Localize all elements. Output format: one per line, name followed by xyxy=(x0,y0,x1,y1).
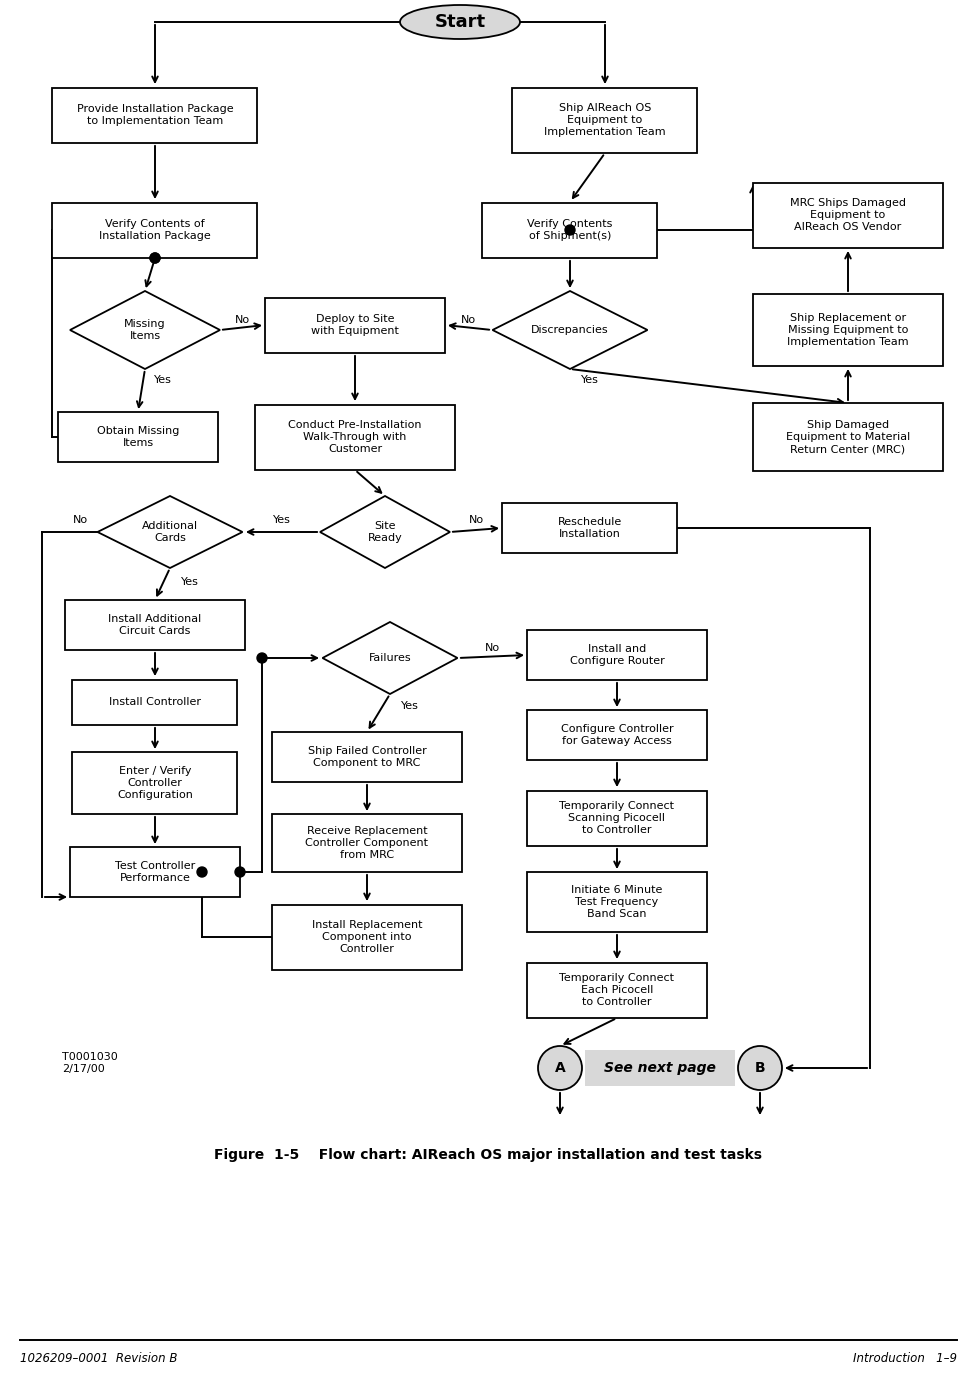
Circle shape xyxy=(235,867,245,876)
FancyBboxPatch shape xyxy=(753,403,943,472)
FancyBboxPatch shape xyxy=(53,88,258,142)
Text: Yes: Yes xyxy=(581,376,599,385)
Text: No: No xyxy=(234,314,250,325)
Text: Install Controller: Install Controller xyxy=(109,697,201,707)
FancyBboxPatch shape xyxy=(585,1050,735,1086)
Text: Initiate 6 Minute
Test Frequency
Band Scan: Initiate 6 Minute Test Frequency Band Sc… xyxy=(572,885,662,919)
Text: Verify Contents
of Shipment(s): Verify Contents of Shipment(s) xyxy=(528,218,613,241)
Text: Conduct Pre-Installation
Walk-Through with
Customer: Conduct Pre-Installation Walk-Through wi… xyxy=(288,420,422,455)
FancyBboxPatch shape xyxy=(483,203,658,257)
Text: No: No xyxy=(72,515,88,524)
Text: Ship AIReach OS
Equipment to
Implementation Team: Ship AIReach OS Equipment to Implementat… xyxy=(544,103,665,138)
Polygon shape xyxy=(492,291,648,369)
Text: Enter / Verify
Controller
Configuration: Enter / Verify Controller Configuration xyxy=(117,765,192,800)
Text: Temporarily Connect
Scanning Picocell
to Controller: Temporarily Connect Scanning Picocell to… xyxy=(560,801,674,836)
Text: Ship Failed Controller
Component to MRC: Ship Failed Controller Component to MRC xyxy=(308,746,426,768)
Text: A: A xyxy=(555,1061,566,1075)
Polygon shape xyxy=(320,497,450,568)
FancyBboxPatch shape xyxy=(72,679,237,725)
FancyBboxPatch shape xyxy=(513,88,698,153)
Circle shape xyxy=(565,225,575,235)
FancyBboxPatch shape xyxy=(272,814,462,872)
FancyBboxPatch shape xyxy=(527,630,707,680)
FancyBboxPatch shape xyxy=(527,963,707,1017)
FancyBboxPatch shape xyxy=(272,732,462,782)
Ellipse shape xyxy=(400,6,520,39)
Text: Discrepancies: Discrepancies xyxy=(531,325,609,335)
FancyBboxPatch shape xyxy=(527,872,707,932)
FancyBboxPatch shape xyxy=(753,294,943,366)
Polygon shape xyxy=(98,497,242,568)
FancyBboxPatch shape xyxy=(502,504,677,554)
Text: Test Controller
Performance: Test Controller Performance xyxy=(115,861,195,883)
Text: Yes: Yes xyxy=(181,577,199,587)
Text: Receive Replacement
Controller Component
from MRC: Receive Replacement Controller Component… xyxy=(306,826,429,861)
Circle shape xyxy=(150,253,160,263)
Polygon shape xyxy=(70,291,220,369)
Text: Site
Ready: Site Ready xyxy=(367,520,403,544)
Text: Figure  1-5    Flow chart: AIReach OS major installation and test tasks: Figure 1-5 Flow chart: AIReach OS major … xyxy=(214,1148,762,1161)
FancyBboxPatch shape xyxy=(65,600,245,650)
Text: Temporarily Connect
Each Picocell
to Controller: Temporarily Connect Each Picocell to Con… xyxy=(560,972,674,1007)
FancyBboxPatch shape xyxy=(527,709,707,759)
Text: Deploy to Site
with Equipment: Deploy to Site with Equipment xyxy=(311,314,399,337)
Text: Failures: Failures xyxy=(368,652,411,664)
Text: Install Replacement
Component into
Controller: Install Replacement Component into Contr… xyxy=(312,919,422,954)
FancyBboxPatch shape xyxy=(72,753,237,814)
FancyBboxPatch shape xyxy=(265,298,445,352)
FancyBboxPatch shape xyxy=(527,790,707,846)
Circle shape xyxy=(257,652,267,664)
Text: No: No xyxy=(485,643,500,652)
Text: Introduction   1–9: Introduction 1–9 xyxy=(853,1352,957,1365)
Circle shape xyxy=(738,1046,782,1091)
Text: T0001030
2/17/00: T0001030 2/17/00 xyxy=(62,1052,118,1074)
Text: Missing
Items: Missing Items xyxy=(124,319,166,341)
Text: Start: Start xyxy=(435,13,486,31)
FancyBboxPatch shape xyxy=(753,182,943,248)
Text: Reschedule
Installation: Reschedule Installation xyxy=(558,517,622,540)
Text: Install Additional
Circuit Cards: Install Additional Circuit Cards xyxy=(108,613,201,636)
Text: B: B xyxy=(754,1061,765,1075)
FancyBboxPatch shape xyxy=(255,405,455,470)
Polygon shape xyxy=(322,622,457,694)
Text: Obtain Missing
Items: Obtain Missing Items xyxy=(97,426,179,448)
Text: Verify Contents of
Installation Package: Verify Contents of Installation Package xyxy=(99,218,211,241)
FancyBboxPatch shape xyxy=(53,203,258,257)
Text: Ship Damaged
Equipment to Material
Return Center (MRC): Ship Damaged Equipment to Material Retur… xyxy=(786,420,911,455)
Circle shape xyxy=(538,1046,582,1091)
FancyBboxPatch shape xyxy=(70,847,240,897)
Circle shape xyxy=(197,867,207,876)
Text: Yes: Yes xyxy=(154,376,172,385)
Text: Yes: Yes xyxy=(402,701,419,711)
Circle shape xyxy=(150,253,160,263)
Text: See next page: See next page xyxy=(604,1061,716,1075)
FancyBboxPatch shape xyxy=(58,412,218,462)
Text: MRC Ships Damaged
Equipment to
AIReach OS Vendor: MRC Ships Damaged Equipment to AIReach O… xyxy=(790,198,906,232)
FancyBboxPatch shape xyxy=(272,904,462,970)
Text: Yes: Yes xyxy=(273,515,290,524)
Text: Provide Installation Package
to Implementation Team: Provide Installation Package to Implemen… xyxy=(76,104,234,127)
Text: Configure Controller
for Gateway Access: Configure Controller for Gateway Access xyxy=(561,723,673,746)
Text: 1026209–0001  Revision B: 1026209–0001 Revision B xyxy=(20,1352,178,1365)
Text: Ship Replacement or
Missing Equipment to
Implementation Team: Ship Replacement or Missing Equipment to… xyxy=(787,313,909,348)
Text: Install and
Configure Router: Install and Configure Router xyxy=(570,644,664,666)
Text: Additional
Cards: Additional Cards xyxy=(142,520,198,544)
Text: No: No xyxy=(468,515,484,524)
Text: No: No xyxy=(461,314,476,325)
